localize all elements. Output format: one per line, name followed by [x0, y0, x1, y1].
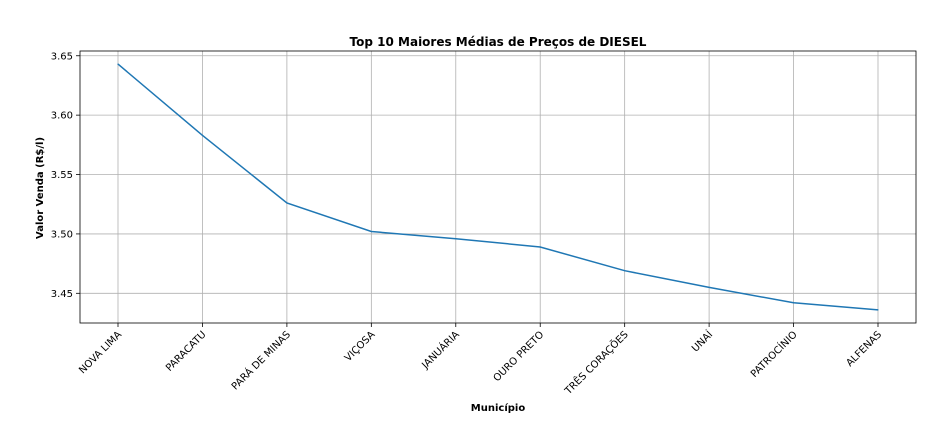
x-tick-label: OURO PRETO: [492, 329, 547, 384]
data-point: [624, 270, 626, 272]
y-tick-label: 3.50: [51, 229, 73, 240]
data-point: [877, 309, 879, 311]
x-tick-label: JANUÁRIA: [418, 328, 462, 372]
y-axis-label: Valor Venda (R$/l): [35, 137, 46, 239]
x-tick-label: PATROCÍNIO: [748, 328, 800, 380]
grid-lines: [80, 51, 916, 323]
x-axis-ticks: NOVA LIMA PARACATU PARÁ DE MINAS VIÇOSA JANU…: [77, 323, 884, 398]
x-tick-label: NOVA LIMA: [77, 329, 124, 376]
x-tick-label: VIÇOSA: [343, 329, 378, 364]
x-tick-label: PARACATU: [164, 329, 208, 373]
plot-frame: [79, 50, 917, 324]
data-point: [201, 134, 204, 136]
y-tick-label: 3.55: [51, 170, 73, 181]
y-tick-label: 3.45: [51, 289, 73, 300]
data-point: [708, 286, 710, 288]
series-line: [117, 63, 879, 311]
y-tick-label: 3.65: [51, 51, 73, 62]
x-tick-label: UNAÍ: [689, 328, 716, 355]
x-axis-label: Município: [471, 402, 526, 414]
y-axis-ticks: 3.45 3.50 3.55 3.60 3.65: [51, 51, 80, 300]
x-tick-label: ALFENAS: [844, 329, 884, 369]
series-lines: [117, 63, 879, 311]
data-point: [539, 246, 541, 248]
x-tick-label: TRÊS CORAÇÕES: [561, 328, 631, 398]
data-point: [370, 230, 372, 233]
data-point: [286, 202, 288, 204]
x-tick-label: PARÁ DE MINAS: [228, 328, 293, 393]
data-point: [455, 238, 457, 240]
chart-title: Top 10 Maiores Médias de Preços de DIESE…: [350, 35, 647, 49]
y-tick-label: 3.60: [51, 111, 73, 122]
data-point: [117, 63, 119, 65]
data-point: [792, 302, 795, 304]
